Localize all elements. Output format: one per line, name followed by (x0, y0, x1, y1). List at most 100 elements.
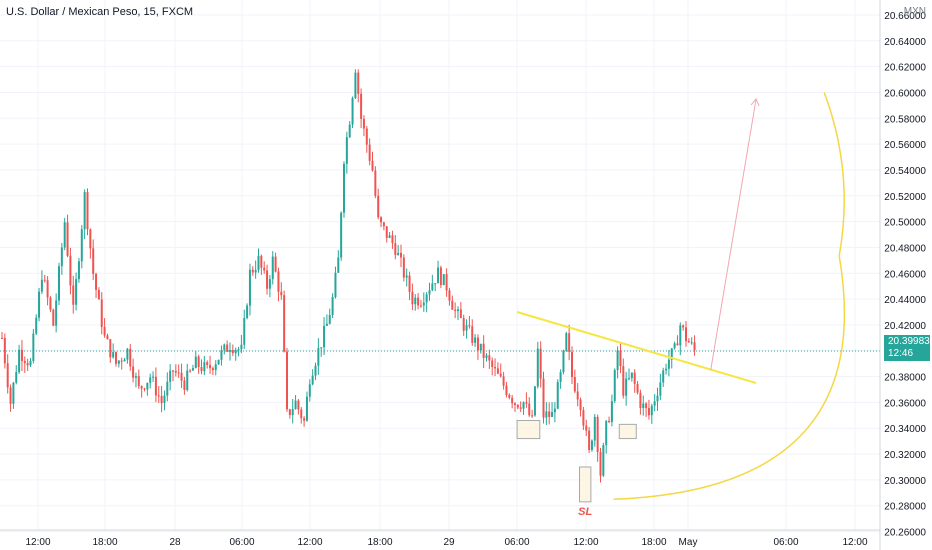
candle-body (92, 248, 95, 274)
candle-body (454, 309, 457, 312)
candle-body (559, 372, 562, 382)
candle-body (380, 217, 383, 223)
candle-body (32, 333, 35, 362)
candle-body (525, 402, 528, 404)
candle-body (331, 297, 334, 315)
candle-body (665, 368, 668, 371)
candle-body (385, 226, 388, 238)
candle-body (679, 325, 682, 346)
x-tick-label: 28 (169, 537, 181, 548)
candle-body (203, 362, 206, 372)
candle-body (491, 360, 494, 368)
candle-body (154, 376, 157, 396)
candle-body (43, 279, 46, 281)
y-tick-label: 20.44000 (884, 295, 926, 306)
candle-body (411, 291, 414, 305)
candle-body (323, 325, 326, 348)
candle-body (437, 267, 440, 284)
candle-body (297, 400, 300, 410)
candle-body (422, 302, 425, 306)
candle-body (117, 360, 120, 364)
candle-body (26, 363, 29, 366)
x-tick-label: 12:00 (573, 537, 598, 548)
y-tick-label: 20.52000 (884, 192, 926, 203)
candle-body (682, 325, 685, 328)
candle-body (77, 261, 80, 280)
candle-body (40, 279, 43, 292)
y-tick-label: 20.60000 (884, 88, 926, 99)
candle-body (86, 192, 89, 230)
support-box (618, 423, 637, 440)
candle-body (502, 376, 505, 386)
candle-body (177, 372, 180, 374)
y-tick-label: 20.28000 (884, 502, 926, 513)
candle-body (536, 348, 539, 387)
candle-body (334, 272, 337, 298)
y-tick-label: 20.58000 (884, 114, 926, 125)
candle-body (451, 300, 454, 310)
candle-body (639, 392, 642, 408)
y-tick-label: 20.64000 (884, 37, 926, 48)
candle-body (439, 267, 442, 286)
candle-body (305, 396, 308, 421)
candle-body (568, 333, 571, 352)
candle-body (599, 452, 602, 476)
candle-body (616, 350, 619, 371)
candle-body (340, 212, 343, 258)
y-tick-label: 20.62000 (884, 63, 926, 74)
x-tick-label: 06:00 (229, 537, 254, 548)
candle-body (388, 235, 391, 238)
candle-body (288, 409, 291, 415)
candle-body (448, 290, 451, 301)
candle-body (100, 299, 103, 328)
candle-body (382, 222, 385, 227)
candle-body (209, 365, 212, 369)
candle-body (656, 395, 659, 402)
grid-lines (0, 0, 880, 533)
x-tick-label: May (679, 537, 698, 548)
candle-body (602, 445, 605, 476)
last-price-value: 20.39983 (888, 336, 930, 347)
candle-body (286, 351, 288, 410)
candles-layer (1, 69, 696, 483)
candle-body (257, 255, 260, 270)
candle-body (200, 366, 203, 372)
candle-body (676, 343, 679, 346)
candle-body (277, 271, 280, 292)
candle-body (468, 325, 471, 327)
candle-body (642, 403, 645, 408)
candle-body (630, 372, 633, 379)
candle-body (172, 370, 174, 372)
candle-body (582, 410, 585, 426)
candle-body (137, 376, 140, 387)
candle-body (254, 269, 257, 273)
y-tick-label: 20.66000 (884, 11, 926, 22)
candle-body (476, 337, 479, 351)
candle-body (690, 342, 693, 344)
stop-loss-arc (613, 92, 846, 501)
support-box (579, 466, 592, 503)
candle-body (283, 295, 286, 352)
candle-body (425, 294, 428, 303)
y-tick-label: 20.36000 (884, 398, 926, 409)
candle-body (539, 348, 542, 379)
candle-body (75, 279, 78, 305)
candle-body (556, 381, 559, 409)
candle-body (180, 372, 183, 381)
candle-body (274, 256, 277, 272)
candle-body (590, 440, 593, 450)
candle-body (365, 128, 368, 145)
candle-body (693, 342, 696, 351)
candle-body (533, 386, 536, 416)
y-tick-label: 20.56000 (884, 140, 926, 151)
candle-body (462, 318, 465, 331)
candle-body (291, 409, 294, 415)
currency-label: MXN (904, 6, 926, 17)
candle-body (146, 382, 149, 390)
candle-body (588, 430, 591, 450)
candle-body (400, 252, 402, 258)
candle-body (294, 400, 297, 410)
candle-body (211, 368, 214, 371)
candle-body (494, 367, 497, 369)
